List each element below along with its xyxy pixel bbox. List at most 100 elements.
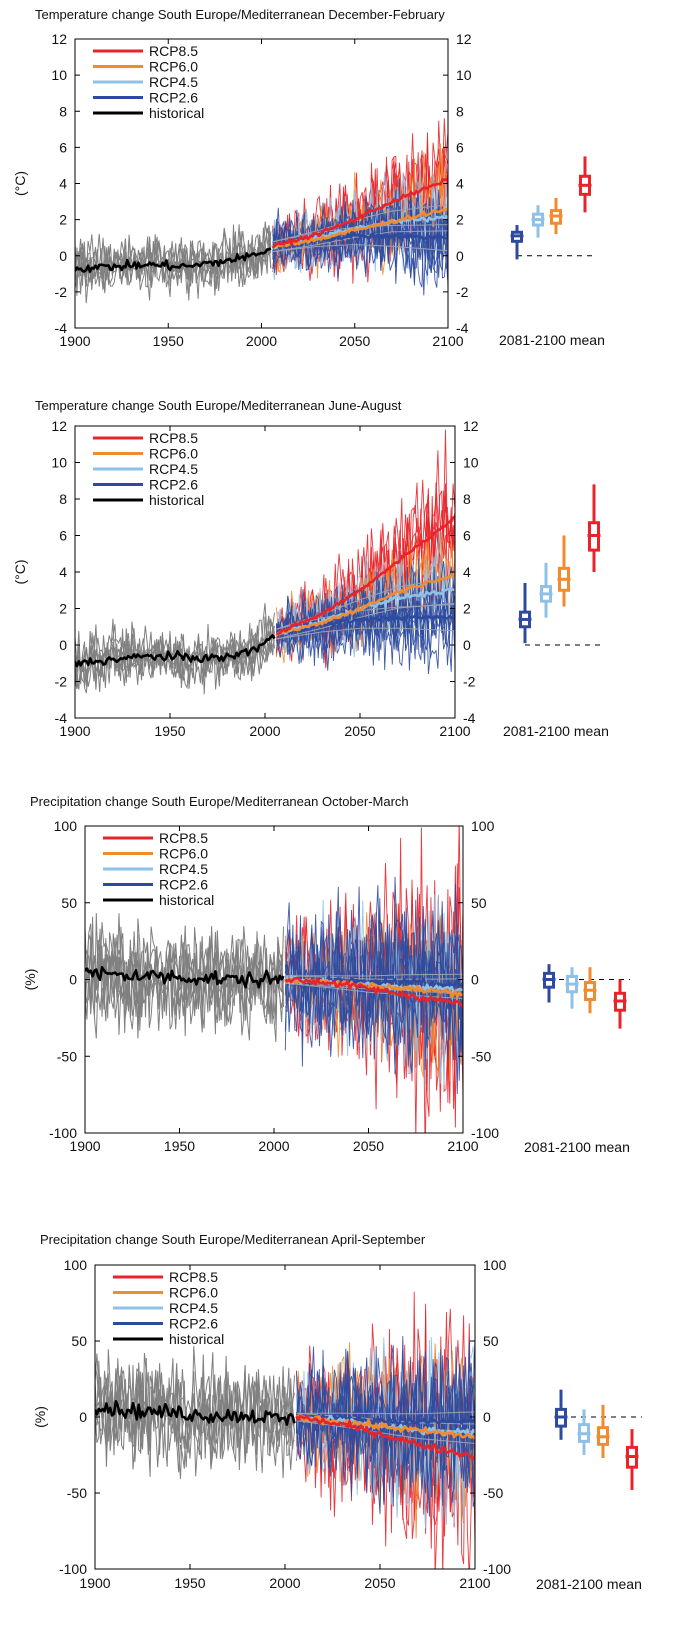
y-tick-label-left: -2	[55, 674, 68, 690]
y-tick-label-right: 4	[463, 564, 471, 580]
y-tick-label-right: 0	[463, 637, 471, 653]
y-tick-label-left: -50	[57, 1048, 77, 1064]
legend-label: RCP2.6	[149, 477, 198, 493]
x-tick-label: 2100	[447, 1138, 478, 1154]
boxplot-2081-2100: 2081-2100 mean	[499, 156, 605, 348]
x-tick-label: 1900	[59, 333, 90, 349]
x-tick-label: 1900	[79, 1575, 110, 1591]
y-tick-label-right: 0	[483, 1409, 491, 1425]
y-tick-label-right: 8	[456, 103, 464, 119]
boxplot-label: 2081-2100 mean	[499, 332, 605, 348]
x-tick-label: 2050	[339, 333, 370, 349]
y-tick-label-right: 8	[463, 491, 471, 507]
series-mean-historical	[75, 634, 276, 668]
boxplot-2081-2100: 2081-2100 mean	[536, 1389, 642, 1592]
x-tick-label: 2100	[439, 723, 470, 739]
x-tick-label: 1950	[154, 723, 185, 739]
historical-ensemble-member	[75, 224, 272, 289]
ensemble-range-line	[272, 244, 448, 253]
y-tick-label-right: 100	[471, 818, 495, 834]
x-tick-label: 1900	[69, 1138, 100, 1154]
series-mean-rcp60	[271, 207, 448, 249]
legend-label: RCP4.5	[159, 861, 208, 877]
y-tick-label-right: 10	[456, 67, 472, 83]
chart-title: Precipitation change South Europe/Medite…	[40, 1232, 426, 1247]
historical-ensemble-member	[85, 930, 284, 1043]
y-tick-label-left: 0	[79, 1409, 87, 1425]
boxplot-2081-2100: 2081-2100 mean	[503, 484, 609, 739]
y-tick-label-left: 0	[59, 248, 67, 264]
x-tick-label: 1950	[153, 333, 184, 349]
ensemble-range-line	[285, 982, 463, 999]
legend-label: RCP2.6	[169, 1316, 218, 1332]
y-tick-label-left: 6	[59, 139, 67, 155]
legend-label: historical	[149, 105, 204, 121]
chart-title: Precipitation change South Europe/Medite…	[30, 794, 409, 809]
series-mean-rcp85	[284, 976, 463, 1008]
series-mean-rcp85	[295, 1414, 475, 1460]
y-tick-label-left: 4	[59, 564, 67, 580]
y-tick-label-left: 8	[59, 103, 67, 119]
y-tick-label-right: 0	[456, 248, 464, 264]
y-tick-label-right: -2	[463, 674, 476, 690]
plot-area	[95, 1291, 475, 1569]
x-tick-label: 1950	[174, 1575, 205, 1591]
y-tick-label-right: 2	[463, 601, 471, 617]
y-tick-label-right: -4	[463, 710, 476, 726]
ensemble-range-line	[296, 1411, 475, 1415]
boxplot-label: 2081-2100 mean	[503, 723, 609, 739]
y-tick-label-left: 0	[59, 637, 67, 653]
legend-label: RCP2.6	[149, 90, 198, 106]
boxplot-label: 2081-2100 mean	[524, 1139, 630, 1155]
legend-label: RCP8.5	[149, 430, 198, 446]
y-tick-label-right: 12	[456, 31, 472, 47]
x-tick-label: 2000	[269, 1575, 300, 1591]
series-mean-rcp60	[275, 573, 455, 637]
y-axis-label: (°C)	[12, 559, 28, 584]
y-tick-label-left: 2	[59, 212, 67, 228]
y-tick-label-left: -4	[55, 320, 68, 336]
legend-label: RCP4.5	[149, 461, 198, 477]
x-tick-label: 2000	[246, 333, 277, 349]
y-tick-label-right: 50	[483, 1333, 499, 1349]
y-tick-label-left: 50	[61, 895, 77, 911]
y-tick-label-left: 0	[69, 972, 77, 988]
legend-label: RCP2.6	[159, 877, 208, 893]
y-tick-label-left: 10	[51, 455, 67, 471]
y-tick-label-right: 50	[471, 895, 487, 911]
ensemble-member-rcp26	[284, 898, 463, 1056]
ensemble-range-line	[296, 1420, 475, 1444]
y-tick-label-left: 10	[51, 67, 67, 83]
series-mean-rcp85	[276, 515, 455, 636]
y-tick-label-left: -100	[59, 1561, 87, 1577]
ensemble-range-line	[285, 973, 463, 977]
y-tick-label-right: -4	[456, 320, 469, 336]
chart-panel-4: Precipitation change South Europe/Medite…	[32, 1232, 642, 1592]
historical-ensemble-member	[75, 625, 275, 690]
series-mean-rcp60	[295, 1414, 475, 1440]
ensemble-range-line	[276, 602, 455, 640]
x-tick-label: 2000	[249, 723, 280, 739]
x-tick-label: 2000	[258, 1138, 289, 1154]
chart-panel-1: Temperature change South Europe/Mediterr…	[12, 7, 605, 349]
legend-label: RCP8.5	[149, 43, 198, 59]
x-tick-label: 2050	[344, 723, 375, 739]
y-tick-label-right: -100	[471, 1125, 499, 1141]
boxplot-2081-2100: 2081-2100 mean	[524, 964, 630, 1155]
historical-ensemble-member	[95, 1357, 295, 1479]
y-tick-label-left: -4	[55, 710, 68, 726]
y-tick-label-left: -50	[67, 1485, 87, 1501]
y-tick-label-right: 12	[463, 418, 479, 434]
y-tick-label-right: 2	[456, 212, 464, 228]
y-tick-label-right: -50	[471, 1048, 491, 1064]
x-tick-label: 2050	[364, 1575, 395, 1591]
chart-panel-3: Precipitation change South Europe/Medite…	[22, 794, 630, 1155]
series-mean-rcp26	[275, 613, 455, 636]
legend-label: RCP6.0	[149, 446, 198, 462]
ensemble-member-rcp26	[275, 557, 455, 664]
legend-label: RCP8.5	[169, 1269, 218, 1285]
